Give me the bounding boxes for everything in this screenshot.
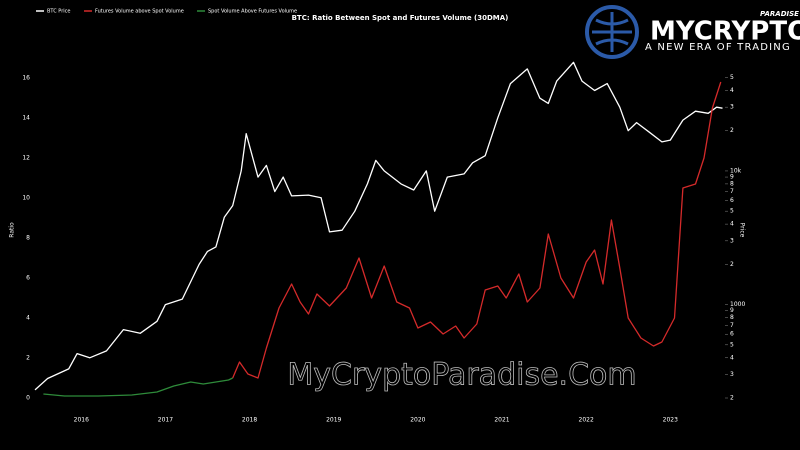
x-tick-label: 2023 (663, 417, 678, 424)
y2-tick-label: 7 (730, 322, 734, 329)
y2-tick-label: 4 (730, 221, 734, 228)
x-tick-label: 2019 (326, 417, 341, 424)
x-tick-label: 2022 (579, 417, 594, 424)
y2-tick-label: 8 (730, 314, 734, 321)
y2-tick-label: 6 (730, 197, 734, 204)
series-line (34, 61, 723, 391)
brand-name: MYCRYPTO (650, 17, 800, 47)
y2-tick-label: 4 (730, 354, 734, 361)
legend-label: Spot Volume Above Futures Volume (208, 9, 297, 15)
y2-tick-label: 3 (730, 237, 734, 244)
y-tick-label: 16 (22, 75, 30, 82)
y2-tick-label: 5 (730, 74, 734, 81)
y2-tick-label: 6 (730, 331, 734, 338)
y2-tick-label: 5 (730, 208, 734, 215)
y-tick-label: 14 (22, 115, 30, 122)
y-tick-label: 10 (22, 195, 30, 202)
y-tick-label: 2 (26, 355, 30, 362)
y-tick-label: 4 (26, 315, 30, 322)
y2-tick-label: 4 (730, 87, 734, 94)
y2-tick-label: 9 (730, 307, 734, 314)
series-line (43, 377, 233, 397)
y2-tick-label: 5 (730, 341, 734, 348)
logo-globe (585, 5, 639, 59)
y2-tick-label: 2 (730, 127, 734, 134)
y2-tick-label: 3 (730, 104, 734, 111)
y-tick-label: 0 (26, 395, 30, 402)
logo: MYCRYPTO PARADISE A NEW ERA OF TRADING (585, 5, 800, 59)
y2-tick-label: 9 (730, 174, 734, 181)
series-line (232, 81, 722, 379)
legend-label: BTC Price (47, 9, 70, 15)
y2-tick-label: 3 (730, 371, 734, 378)
y2-axis-label: Price (739, 223, 746, 238)
x-tick-label: 2021 (494, 417, 509, 424)
logo-lines (592, 12, 632, 52)
x-tick-label: 2020 (410, 417, 425, 424)
watermark: MyCryptoParadise.Com (287, 358, 636, 393)
chart-title: BTC: Ratio Between Spot and Futures Volu… (292, 14, 509, 22)
legend-label: Futures Volume above Spot Volume (95, 9, 184, 15)
x-tick-label: 2017 (158, 417, 173, 424)
y2-tick-label: 7 (730, 188, 734, 195)
y2-tick-label: 2 (730, 395, 734, 402)
brand-slogan: A NEW ERA OF TRADING (645, 42, 791, 53)
y2-tick-label: 10k (730, 167, 742, 174)
y-tick-label: 12 (22, 155, 30, 162)
y-tick-label: 6 (26, 275, 30, 282)
y2-tick-label: 1000 (730, 301, 745, 308)
y-axis-label: Ratio (9, 222, 16, 238)
y-tick-label: 8 (26, 235, 30, 242)
x-tick-label: 2016 (74, 417, 89, 424)
x-tick-label: 2018 (242, 417, 257, 424)
y2-tick-label: 8 (730, 180, 734, 187)
brand-tag: PARADISE (760, 10, 799, 18)
y2-tick-label: 2 (730, 261, 734, 268)
